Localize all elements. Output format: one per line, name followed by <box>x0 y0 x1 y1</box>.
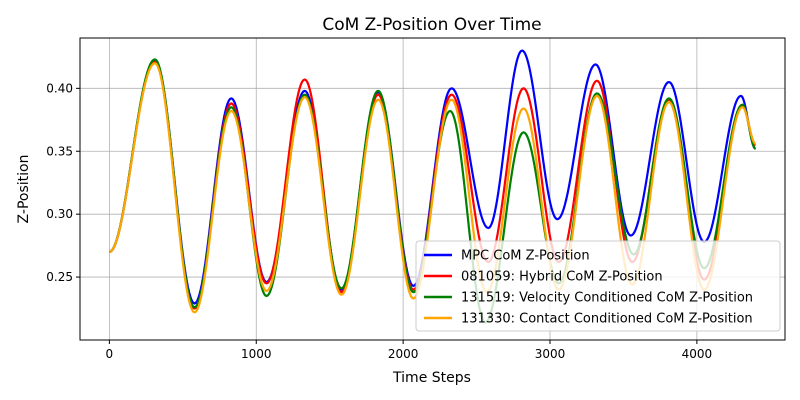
x-tick-label: 4000 <box>682 347 713 361</box>
legend-entry: MPC CoM Z-Position <box>461 249 590 264</box>
x-axis-ticks: 0 1000 2000 3000 4000 <box>106 340 713 361</box>
legend-entry: 131519: Velocity Conditioned CoM Z-Posit… <box>461 291 753 306</box>
x-tick-label: 2000 <box>388 347 419 361</box>
y-axis-label: Z-Position <box>16 155 32 224</box>
x-axis-label: Time Steps <box>392 370 471 386</box>
legend-entry: 081059: Hybrid CoM Z-Position <box>461 270 663 285</box>
x-tick-label: 3000 <box>535 347 566 361</box>
plot-area <box>109 49 757 324</box>
legend-entry: 131330: Contact Conditioned CoM Z-Positi… <box>461 312 753 327</box>
axes-frame <box>79 37 786 341</box>
series-line-0 <box>109 49 757 305</box>
chart-title: CoM Z-Position Over Time <box>322 15 541 35</box>
series-line-2 <box>109 58 757 324</box>
series-line-3 <box>109 62 757 314</box>
y-tick-label: 0.40 <box>46 81 73 95</box>
x-tick-label: 1000 <box>241 347 272 361</box>
y-axis-ticks: 0.25 0.30 0.35 0.40 <box>46 81 80 284</box>
series-line-1 <box>109 60 757 310</box>
legend: MPC CoM Z-Position 081059: Hybrid CoM Z-P… <box>415 240 781 332</box>
x-tick-label: 0 <box>106 347 114 361</box>
y-tick-label: 0.30 <box>46 207 73 221</box>
y-tick-label: 0.25 <box>46 270 73 284</box>
y-tick-label: 0.35 <box>46 144 73 158</box>
legend-box <box>415 240 781 332</box>
